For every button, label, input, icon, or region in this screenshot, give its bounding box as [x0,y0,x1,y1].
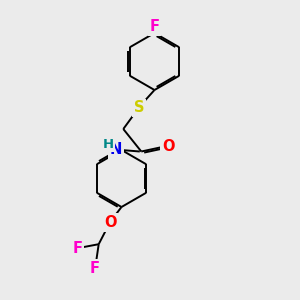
Text: H: H [103,138,114,151]
Text: F: F [149,19,160,34]
Text: O: O [162,140,175,154]
Text: O: O [104,215,116,230]
Text: F: F [73,241,83,256]
Text: S: S [134,100,144,116]
Text: N: N [110,142,122,158]
Text: F: F [90,261,100,276]
